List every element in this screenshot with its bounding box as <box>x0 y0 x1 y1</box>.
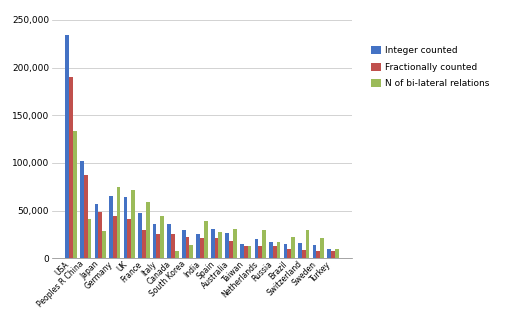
Bar <box>204 221 208 258</box>
Bar <box>335 249 339 258</box>
Bar <box>287 249 291 258</box>
Bar <box>69 77 73 258</box>
Bar <box>124 197 127 258</box>
Bar <box>196 234 200 258</box>
Bar <box>142 230 146 258</box>
Bar <box>175 251 179 258</box>
Bar <box>331 251 335 258</box>
Legend: Integer counted, Fractionally counted, N of bi-lateral relations: Integer counted, Fractionally counted, N… <box>369 43 492 91</box>
Bar <box>131 190 135 258</box>
Bar <box>127 219 131 258</box>
Bar <box>153 224 156 258</box>
Bar <box>214 238 219 258</box>
Bar <box>65 35 69 258</box>
Bar <box>211 229 214 258</box>
Bar <box>113 216 117 258</box>
Bar <box>102 230 106 258</box>
Bar <box>190 245 193 258</box>
Bar <box>185 237 190 258</box>
Bar <box>182 230 185 258</box>
Bar <box>200 238 204 258</box>
Bar <box>254 239 258 258</box>
Bar <box>248 246 251 258</box>
Bar <box>269 242 273 258</box>
Bar <box>284 244 287 258</box>
Bar <box>320 238 324 258</box>
Bar <box>171 234 175 258</box>
Bar <box>240 244 244 258</box>
Bar <box>160 216 164 258</box>
Bar <box>109 196 113 258</box>
Bar <box>262 230 266 258</box>
Bar <box>298 243 302 258</box>
Bar <box>258 246 262 258</box>
Bar <box>98 213 102 258</box>
Bar <box>229 241 233 258</box>
Bar <box>306 230 309 258</box>
Bar <box>302 250 306 258</box>
Bar <box>80 161 84 258</box>
Bar <box>327 249 331 258</box>
Bar <box>219 232 222 258</box>
Bar <box>313 245 316 258</box>
Bar <box>73 131 77 258</box>
Bar <box>277 242 280 258</box>
Bar <box>273 246 277 258</box>
Bar <box>84 175 88 258</box>
Bar <box>156 234 160 258</box>
Bar <box>225 233 229 258</box>
Bar <box>138 213 142 258</box>
Bar <box>316 251 320 258</box>
Bar <box>95 204 98 258</box>
Bar <box>88 219 91 258</box>
Bar <box>146 202 150 258</box>
Bar <box>291 237 295 258</box>
Bar <box>244 246 248 258</box>
Bar <box>117 187 120 258</box>
Bar <box>167 224 171 258</box>
Bar <box>233 229 237 258</box>
